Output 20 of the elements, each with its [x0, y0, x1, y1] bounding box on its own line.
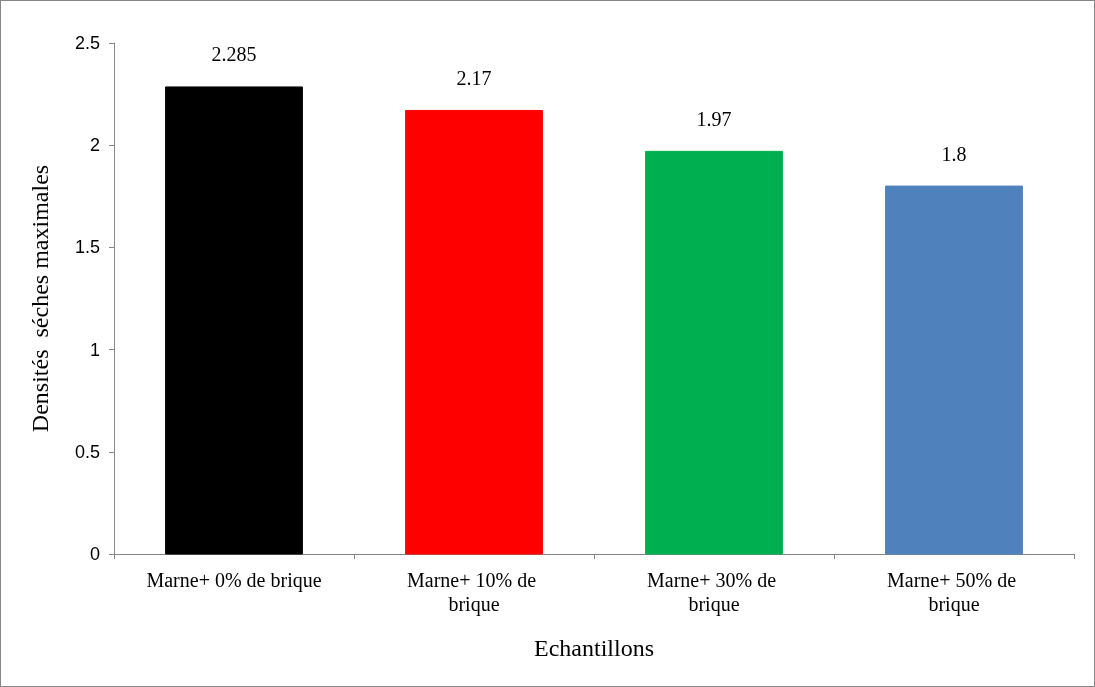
y-tick-label: 1 [89, 339, 100, 360]
bar [885, 185, 1023, 555]
y-tick-label: 1.5 [74, 237, 100, 258]
x-tick-label: Marne+ 10% de brique [406, 569, 542, 616]
y-axis-title: Densités séches maximales [27, 164, 53, 433]
x-tick-label: Marne+ 30% de brique [646, 569, 782, 616]
bar [645, 150, 783, 555]
data-label: 2.285 [211, 43, 257, 66]
data-label: 2.17 [456, 66, 492, 89]
x-axis-title: Echantillons [534, 635, 654, 661]
data-label: 1.8 [941, 142, 967, 165]
y-tick-label: 2 [89, 135, 100, 156]
bar [165, 86, 303, 555]
y-tick-label: 0.5 [74, 441, 100, 462]
bar [405, 109, 543, 555]
data-label: 1.97 [696, 107, 732, 130]
y-tick-label: 2.5 [74, 33, 100, 53]
x-tick-label: Marne+ 0% de brique [146, 569, 322, 592]
x-tick-label: Marne+ 50% de brique [886, 569, 1022, 616]
y-tick-label: 0 [89, 544, 100, 564]
